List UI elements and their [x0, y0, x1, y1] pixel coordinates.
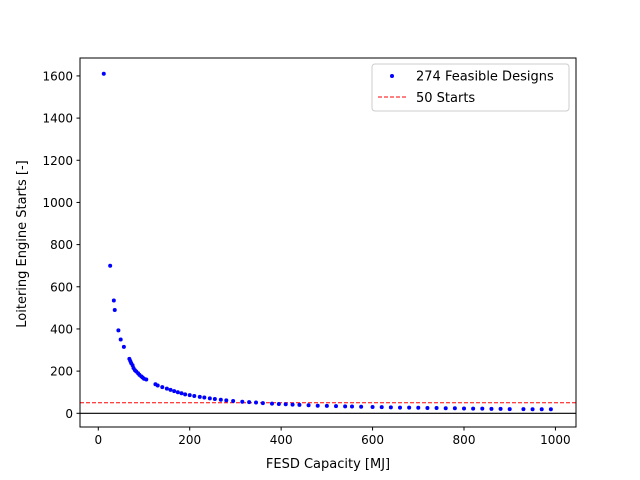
data-point: [192, 394, 197, 398]
data-point: [207, 396, 212, 401]
data-point: [175, 390, 180, 395]
legend-label-feasible-designs: 274 Feasible Designs: [416, 70, 554, 85]
x-tick-label: 800: [453, 433, 476, 447]
data-point: [121, 344, 126, 349]
data-point: [416, 405, 421, 410]
data-point: [530, 407, 535, 412]
data-point: [197, 394, 202, 399]
legend-label-50-starts: 50 Starts: [416, 91, 475, 106]
data-point: [116, 328, 121, 333]
data-point: [260, 401, 265, 406]
data-point: [539, 407, 544, 412]
data-point: [452, 406, 457, 411]
y-tick-label: 600: [50, 280, 73, 294]
data-point: [155, 383, 160, 388]
data-point: [379, 405, 384, 410]
data-point: [407, 405, 412, 410]
y-tick-label: 0: [65, 407, 73, 421]
data-point: [111, 298, 116, 303]
y-tick-label: 200: [50, 365, 73, 379]
data-point: [231, 399, 236, 404]
data-point: [507, 407, 512, 412]
x-tick-label: 0: [94, 433, 102, 447]
x-tick-label: 400: [270, 433, 293, 447]
data-point: [334, 404, 338, 409]
data-point: [388, 405, 393, 410]
legend-box: [371, 63, 570, 112]
data-point: [471, 406, 476, 411]
data-point: [462, 406, 466, 411]
data-point: [144, 377, 149, 382]
data-point: [398, 405, 402, 410]
data-point: [247, 400, 252, 405]
data-point: [172, 389, 177, 394]
data-point: [108, 263, 113, 268]
data-point: [101, 71, 106, 76]
x-axis-label: FESD Capacity [MJ]: [266, 457, 390, 472]
data-point: [218, 397, 223, 402]
legend-marker-feasible-designs: [390, 74, 394, 78]
x-axis-ticks: 0 200 400 600 800 1000: [94, 427, 571, 447]
data-point: [187, 393, 192, 398]
y-tick-label: 1400: [42, 112, 73, 126]
data-point: [370, 404, 375, 409]
data-point: [425, 406, 430, 411]
data-point: [240, 399, 245, 404]
data-point: [254, 400, 258, 405]
data-point: [224, 398, 229, 403]
data-point: [276, 402, 281, 407]
y-axis-label: Loitering Engine Starts [-]: [15, 160, 30, 327]
data-point: [306, 403, 311, 408]
data-point: [270, 401, 274, 406]
data-point: [202, 395, 207, 400]
y-tick-label: 1600: [42, 69, 73, 83]
data-point: [498, 406, 503, 411]
data-point: [112, 307, 117, 312]
data-point: [324, 403, 329, 408]
data-point: [434, 406, 439, 411]
plot-area: [80, 71, 576, 414]
y-tick-label: 1200: [42, 154, 73, 168]
data-point: [343, 404, 348, 409]
data-point: [489, 406, 494, 411]
data-point: [164, 386, 169, 391]
y-tick-label: 1000: [42, 196, 73, 210]
data-point: [212, 396, 217, 401]
y-tick-label: 400: [50, 322, 73, 336]
x-tick-label: 600: [361, 433, 384, 447]
data-point: [521, 407, 526, 412]
data-point: [480, 406, 485, 411]
data-point: [283, 402, 288, 407]
legend: 274 Feasible Designs 50 Starts: [371, 63, 570, 112]
data-point: [443, 406, 448, 411]
data-point: [290, 402, 295, 407]
data-point: [350, 404, 354, 409]
plot-frame: [79, 57, 577, 428]
data-point: [160, 385, 165, 390]
y-tick-label: 800: [50, 238, 73, 252]
x-tick-label: 1000: [540, 433, 571, 447]
data-point: [168, 387, 173, 392]
y-axis-ticks: 0 200 400 600 800 1000 1200 1400 1600: [42, 69, 80, 421]
data-point: [548, 407, 553, 412]
data-point: [359, 404, 364, 409]
data-point: [179, 391, 184, 396]
data-point: [297, 402, 302, 407]
data-point: [183, 392, 188, 397]
x-tick-label: 200: [178, 433, 201, 447]
data-point: [315, 403, 320, 408]
data-point: [118, 337, 123, 342]
axes: [79, 57, 577, 428]
